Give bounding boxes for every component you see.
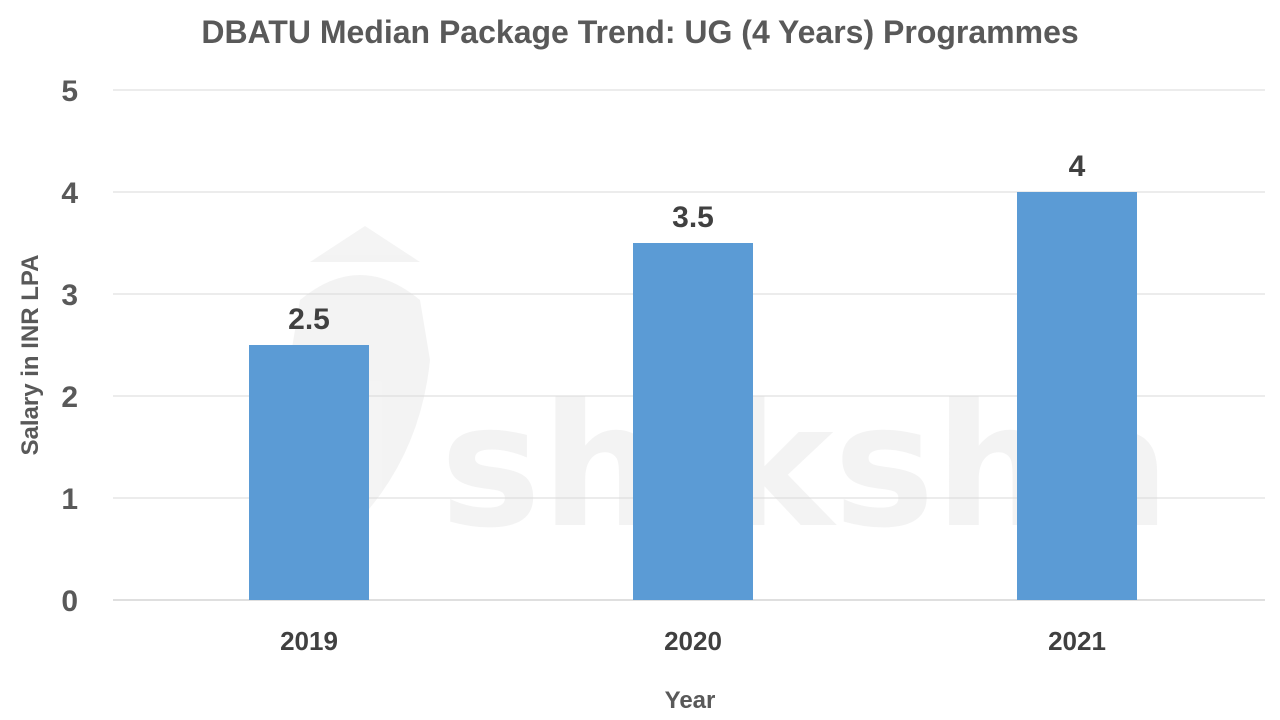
chart-title: DBATU Median Package Trend: UG (4 Years)…	[201, 14, 1079, 50]
x-tick-label: 2020	[664, 626, 722, 656]
data-label: 2.5	[288, 303, 330, 336]
y-axis-label: Salary in INR LPA	[17, 255, 44, 456]
y-tick-label: 5	[61, 75, 78, 108]
bar-2021	[1017, 192, 1137, 600]
y-tick-label: 4	[61, 177, 78, 210]
x-tick-label: 2021	[1048, 626, 1106, 656]
x-axis-label: Year	[665, 687, 716, 714]
bar-2020	[633, 243, 753, 600]
y-tick-label: 1	[61, 483, 78, 516]
data-label: 3.5	[672, 201, 714, 234]
data-label: 4	[1069, 150, 1086, 183]
y-tick-label: 2	[61, 381, 78, 414]
bar-2019	[249, 345, 369, 600]
y-tick-label: 3	[61, 279, 78, 312]
y-tick-label: 0	[61, 585, 78, 618]
x-tick-label: 2019	[280, 626, 338, 656]
